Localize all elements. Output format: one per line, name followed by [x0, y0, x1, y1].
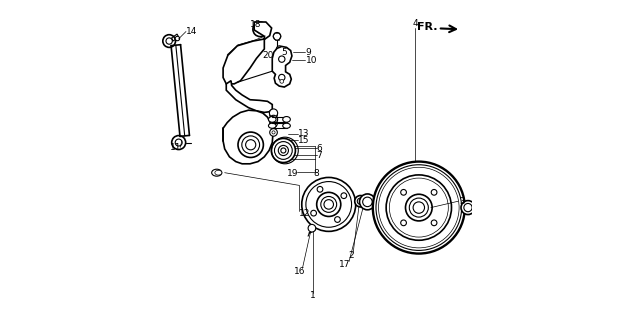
- Circle shape: [270, 109, 278, 117]
- Text: 18: 18: [250, 20, 261, 29]
- Circle shape: [270, 129, 277, 136]
- Circle shape: [359, 194, 376, 210]
- Text: 15: 15: [298, 136, 309, 145]
- Text: 4: 4: [412, 19, 418, 28]
- Circle shape: [272, 131, 275, 134]
- Circle shape: [242, 136, 260, 154]
- Circle shape: [278, 56, 285, 62]
- Circle shape: [175, 139, 182, 146]
- Ellipse shape: [283, 123, 290, 128]
- Text: 16: 16: [295, 267, 306, 276]
- Ellipse shape: [268, 123, 276, 128]
- Circle shape: [317, 192, 341, 216]
- Circle shape: [256, 26, 264, 33]
- Circle shape: [270, 111, 277, 118]
- Circle shape: [355, 196, 366, 207]
- Circle shape: [379, 167, 459, 248]
- Polygon shape: [226, 81, 272, 112]
- Text: 5: 5: [282, 48, 287, 57]
- Text: 13: 13: [298, 129, 309, 138]
- Circle shape: [246, 140, 256, 150]
- Text: 12: 12: [299, 209, 310, 219]
- Circle shape: [406, 194, 432, 221]
- Ellipse shape: [268, 116, 276, 122]
- Circle shape: [280, 79, 283, 83]
- Circle shape: [386, 175, 451, 240]
- Circle shape: [270, 120, 277, 127]
- Polygon shape: [272, 46, 292, 87]
- Text: 9: 9: [305, 48, 312, 57]
- Circle shape: [341, 193, 347, 198]
- Circle shape: [389, 178, 448, 237]
- Circle shape: [278, 74, 285, 81]
- Circle shape: [253, 22, 268, 36]
- Circle shape: [357, 198, 364, 204]
- Text: 2: 2: [348, 251, 354, 260]
- Text: 20: 20: [263, 51, 274, 60]
- Polygon shape: [223, 22, 271, 84]
- Text: 1: 1: [310, 291, 315, 300]
- Circle shape: [306, 181, 352, 227]
- Circle shape: [409, 198, 428, 217]
- Ellipse shape: [215, 170, 222, 175]
- Circle shape: [401, 189, 406, 195]
- Text: 11: 11: [170, 143, 181, 152]
- Circle shape: [163, 35, 176, 47]
- Circle shape: [317, 187, 323, 192]
- Circle shape: [413, 202, 424, 213]
- Circle shape: [401, 220, 406, 226]
- Circle shape: [321, 196, 337, 212]
- Text: 8: 8: [314, 169, 320, 178]
- Circle shape: [281, 148, 286, 153]
- Circle shape: [311, 210, 317, 216]
- Circle shape: [373, 162, 465, 253]
- Ellipse shape: [212, 169, 222, 176]
- Polygon shape: [223, 110, 273, 164]
- Circle shape: [273, 32, 281, 40]
- Text: FR.: FR.: [417, 22, 437, 32]
- Circle shape: [308, 224, 316, 232]
- Circle shape: [238, 132, 263, 157]
- Circle shape: [335, 217, 340, 222]
- Text: 6: 6: [317, 144, 322, 153]
- Circle shape: [278, 145, 288, 156]
- Circle shape: [271, 139, 295, 163]
- Circle shape: [362, 197, 372, 207]
- Circle shape: [270, 115, 278, 124]
- Ellipse shape: [283, 116, 290, 122]
- Circle shape: [275, 142, 292, 159]
- Text: 3: 3: [459, 197, 465, 206]
- Text: 19: 19: [287, 169, 298, 178]
- Circle shape: [431, 220, 437, 226]
- Circle shape: [324, 200, 334, 209]
- Text: 14: 14: [186, 27, 197, 36]
- Circle shape: [302, 178, 356, 231]
- Circle shape: [431, 189, 437, 195]
- Circle shape: [175, 36, 179, 41]
- Circle shape: [376, 165, 461, 251]
- Circle shape: [272, 113, 275, 116]
- Text: 17: 17: [339, 260, 350, 268]
- Text: 7: 7: [317, 151, 322, 160]
- Circle shape: [166, 38, 172, 44]
- Circle shape: [464, 204, 472, 212]
- Circle shape: [272, 122, 275, 125]
- Text: 10: 10: [305, 56, 317, 65]
- Circle shape: [461, 201, 475, 215]
- Circle shape: [277, 46, 283, 52]
- Circle shape: [172, 136, 186, 149]
